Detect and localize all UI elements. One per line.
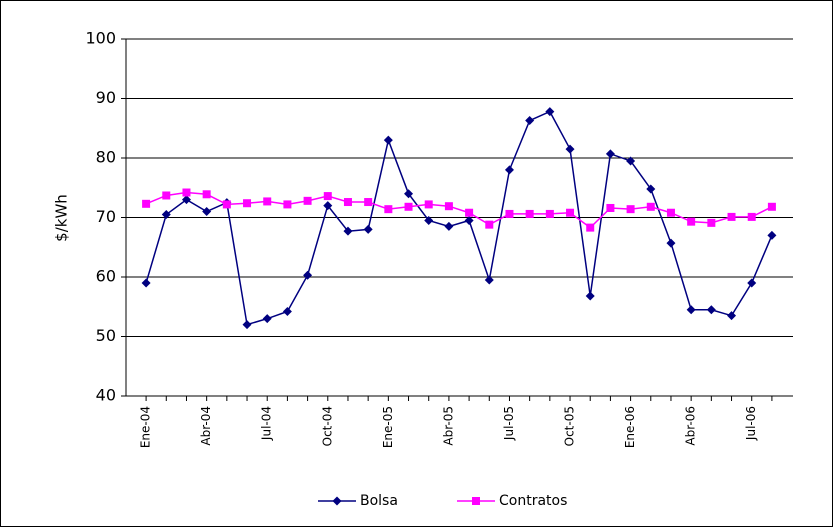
data-point <box>706 305 716 315</box>
y-tick-label: 50 <box>96 326 116 345</box>
data-point <box>242 320 252 330</box>
data-point <box>747 212 756 221</box>
data-point <box>626 156 636 166</box>
data-point <box>605 149 615 159</box>
data-point <box>404 202 413 211</box>
data-point <box>727 212 736 221</box>
x-tick-label: Jul-05 <box>502 406 516 441</box>
data-point <box>303 196 312 205</box>
data-point <box>465 208 474 217</box>
data-point <box>263 197 272 206</box>
data-point <box>323 192 332 201</box>
data-point <box>262 314 272 324</box>
data-point <box>525 116 535 126</box>
y-tick-label: 90 <box>96 88 116 107</box>
legend-marker <box>472 497 480 505</box>
x-tick-label: Oct-05 <box>563 406 577 446</box>
data-point <box>141 278 151 288</box>
data-point <box>243 199 252 208</box>
data-point <box>767 230 777 240</box>
data-point <box>707 218 716 227</box>
data-point <box>282 307 292 317</box>
data-point <box>464 215 474 225</box>
data-point <box>504 165 514 175</box>
y-tick-label: 40 <box>96 386 116 405</box>
x-tick-label: Abr-06 <box>684 406 698 446</box>
data-point <box>727 311 737 321</box>
y-tick-label: 100 <box>85 29 116 48</box>
data-point <box>202 190 211 199</box>
data-point <box>161 210 171 220</box>
data-point <box>565 144 575 154</box>
data-point <box>687 217 696 226</box>
x-tick-label: Abr-04 <box>199 406 213 446</box>
data-point <box>505 209 514 218</box>
data-point <box>363 224 373 234</box>
data-point <box>525 209 534 218</box>
data-point <box>404 189 414 199</box>
data-point <box>484 275 494 285</box>
data-point <box>566 208 575 217</box>
x-tick-label: Ene-04 <box>139 406 153 448</box>
x-tick-label: Abr-05 <box>441 406 455 446</box>
data-point <box>545 209 554 218</box>
data-point <box>585 291 595 301</box>
data-point <box>364 198 373 207</box>
y-tick-label: 70 <box>96 207 116 226</box>
legend-marker <box>332 496 342 506</box>
data-point <box>162 191 171 200</box>
data-point <box>222 200 231 209</box>
y-tick-label: 60 <box>96 267 116 286</box>
data-point <box>444 221 454 231</box>
data-point <box>383 135 393 145</box>
data-point <box>323 201 333 211</box>
legend-label: Contratos <box>499 493 567 509</box>
data-point <box>626 205 635 214</box>
data-point <box>283 200 292 209</box>
data-point <box>303 270 313 280</box>
data-point <box>424 200 433 209</box>
data-point <box>666 208 675 217</box>
data-point <box>586 223 595 232</box>
data-point <box>343 226 353 236</box>
x-tick-label: Oct-04 <box>320 406 334 446</box>
data-point <box>384 205 393 214</box>
data-point <box>646 202 655 211</box>
data-point <box>181 195 191 205</box>
data-point <box>343 198 352 207</box>
x-tick-label: Jul-04 <box>260 406 274 441</box>
x-tick-label: Ene-05 <box>381 406 395 448</box>
y-tick-label: 80 <box>96 148 116 167</box>
data-point <box>686 305 696 315</box>
data-point <box>444 202 453 211</box>
data-point <box>485 220 494 229</box>
data-point <box>606 203 615 212</box>
data-point <box>666 238 676 248</box>
legend-label: Bolsa <box>360 493 398 509</box>
x-tick-label: Ene-06 <box>623 406 637 448</box>
data-point <box>767 202 776 211</box>
data-point <box>142 199 151 208</box>
data-point <box>646 184 656 194</box>
data-point <box>182 188 191 197</box>
data-point <box>202 207 212 217</box>
data-point <box>424 215 434 225</box>
y-axis-label: $/kWh <box>53 194 71 242</box>
x-tick-label: Jul-06 <box>744 406 758 441</box>
data-point <box>747 278 757 288</box>
data-point <box>545 107 555 117</box>
